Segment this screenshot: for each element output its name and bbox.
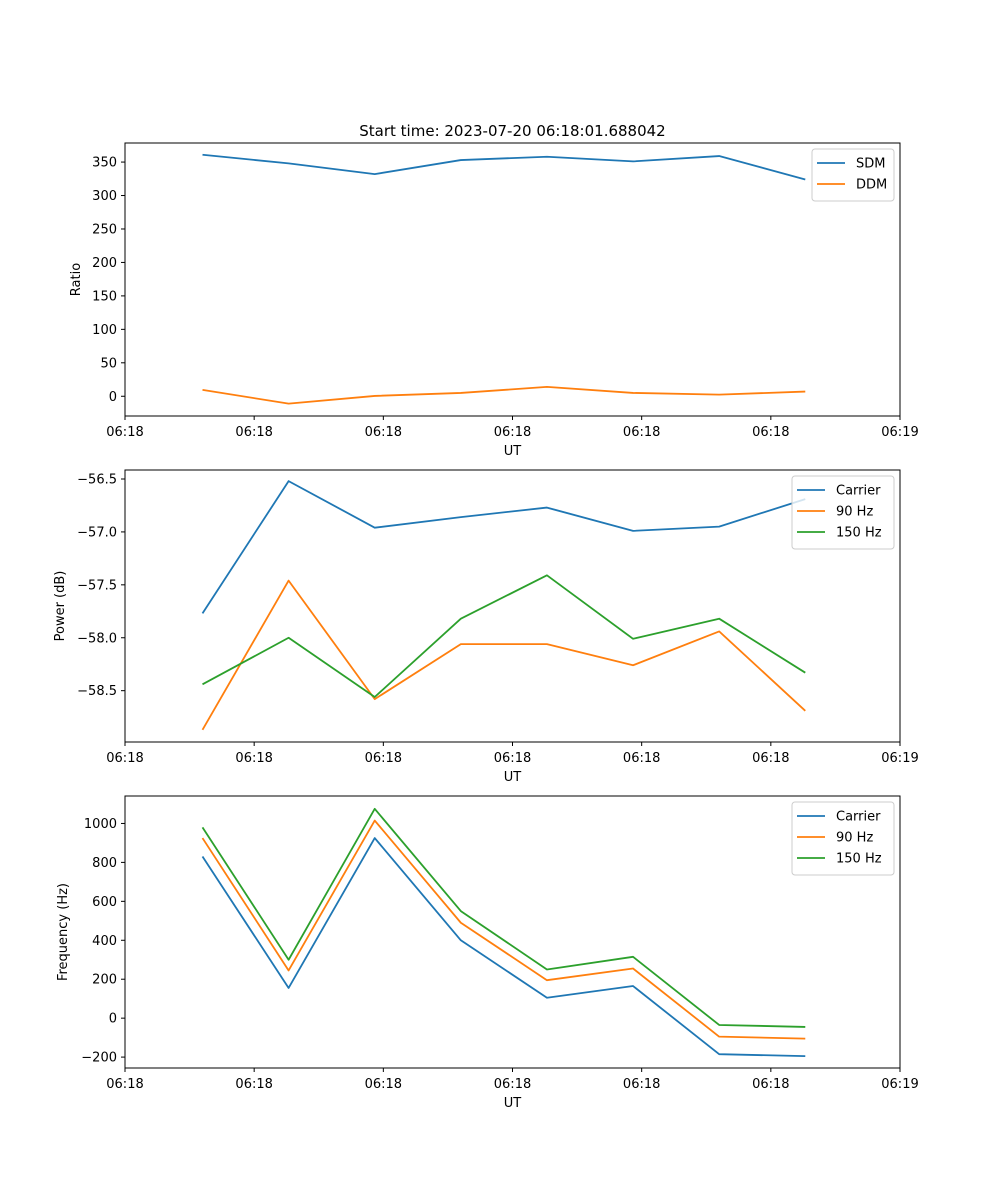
power-series-line-carrier <box>201 480 806 614</box>
frequency-x-tick-label: 06:18 <box>752 1077 789 1092</box>
ratio-y-tick-label: 200 <box>92 256 117 271</box>
ratio-y-tick-label: 350 <box>92 156 117 171</box>
power-series-line-150-hz <box>202 574 806 698</box>
power-y-tick-label: −58.5 <box>77 684 117 699</box>
frequency-series-line-150-hz <box>201 807 806 1028</box>
ratio-y-tick-label: 0 <box>109 390 117 405</box>
ratio-x-tick-label: 06:18 <box>752 425 789 440</box>
ratio-x-tick-label: 06:18 <box>494 425 531 440</box>
power-y-tick-label: −57.0 <box>77 525 117 540</box>
ratio-legend-box <box>811 148 895 202</box>
power-chart: 06:18 06:18 06:18 06:18 06:18 06:18 06:19 −58.5… <box>53 469 919 785</box>
power-x-tick-label: 06:18 <box>106 751 143 766</box>
power-legend-label: 150 Hz <box>836 526 882 541</box>
frequency-y-tick-label: 0 <box>109 1012 117 1027</box>
frequency-chart: 06:18 06:18 06:18 06:18 06:18 06:18 06:19 −200 0… <box>56 795 919 1111</box>
frequency-x-axis-label: UT <box>504 1096 522 1111</box>
power-x-tick-label: 06:18 <box>494 751 531 766</box>
frequency-x-tick-label: 06:18 <box>365 1077 402 1092</box>
power-x-tick-label: 06:18 <box>623 751 660 766</box>
frequency-legend-box <box>791 801 895 876</box>
ratio-legend-label: SDM <box>856 157 885 172</box>
ratio-legend-label: DDM <box>856 178 887 193</box>
power-y-tick-label: −57.5 <box>77 578 117 593</box>
power-legend-box <box>791 475 895 550</box>
ratio-series-line-ddm <box>202 385 806 405</box>
power-x-axis-label: UT <box>504 770 522 785</box>
power-y-tick-label: −56.5 <box>77 472 117 487</box>
ratio-y-tick-label: 150 <box>92 289 117 304</box>
frequency-y-tick-label: 600 <box>92 895 117 910</box>
ratio-legend: SDM DDM <box>811 148 895 202</box>
frequency-y-tick-label: 800 <box>92 856 117 871</box>
frequency-x-tick-label: 06:18 <box>623 1077 660 1092</box>
ratio-y-axis-label: Ratio <box>69 263 84 296</box>
frequency-y-tick-label: 400 <box>92 934 117 949</box>
frequency-legend-label: 150 Hz <box>836 852 882 867</box>
frequency-series-line-90-hz <box>201 819 806 1040</box>
ratio-chart: Start time: 2023-07-20 06:18:01.688042 06… <box>69 122 919 459</box>
ratio-x-axis-label: UT <box>504 444 522 459</box>
frequency-x-tick-label: 06:18 <box>106 1077 143 1092</box>
ratio-series-line-sdm <box>202 153 806 181</box>
ratio-y-tick-label: 50 <box>100 356 117 371</box>
frequency-legend: Carrier 90 Hz 150 Hz <box>791 801 895 876</box>
power-x-tick-label: 06:18 <box>752 751 789 766</box>
frequency-series-line-carrier <box>201 837 806 1058</box>
frequency-legend-label: 90 Hz <box>836 831 873 846</box>
ratio-x-tick-label: 06:18 <box>365 425 402 440</box>
power-series-line-90-hz <box>201 579 806 731</box>
power-x-tick-label: 06:18 <box>235 751 272 766</box>
frequency-y-tick-label: −200 <box>81 1051 117 1066</box>
power-legend: Carrier 90 Hz 150 Hz <box>791 475 895 550</box>
frequency-y-axis-label: Frequency (Hz) <box>56 883 71 981</box>
power-y-tick-label: −58.0 <box>77 631 117 646</box>
ratio-x-tick-label: 06:19 <box>881 425 918 440</box>
frequency-y-tick-label: 1000 <box>84 817 117 832</box>
power-legend-label: Carrier <box>836 484 881 499</box>
ratio-y-tick-label: 300 <box>92 189 117 204</box>
ratio-x-tick-label: 06:18 <box>235 425 272 440</box>
frequency-x-tick-label: 06:18 <box>235 1077 272 1092</box>
frequency-x-tick-label: 06:19 <box>881 1077 918 1092</box>
frequency-x-tick-label: 06:18 <box>494 1077 531 1092</box>
ratio-x-tick-label: 06:18 <box>106 425 143 440</box>
ratio-x-tick-label: 06:18 <box>623 425 660 440</box>
power-y-axis-label: Power (dB) <box>53 571 68 642</box>
frequency-y-tick-label: 200 <box>92 973 117 988</box>
power-x-tick-label: 06:18 <box>365 751 402 766</box>
frequency-legend-label: Carrier <box>836 810 881 825</box>
ratio-y-tick-label: 100 <box>92 323 117 338</box>
ratio-y-tick-label: 250 <box>92 222 117 237</box>
power-x-tick-label: 06:19 <box>881 751 918 766</box>
power-legend-label: 90 Hz <box>836 505 873 520</box>
ratio-chart-title: Start time: 2023-07-20 06:18:01.688042 <box>359 122 665 140</box>
